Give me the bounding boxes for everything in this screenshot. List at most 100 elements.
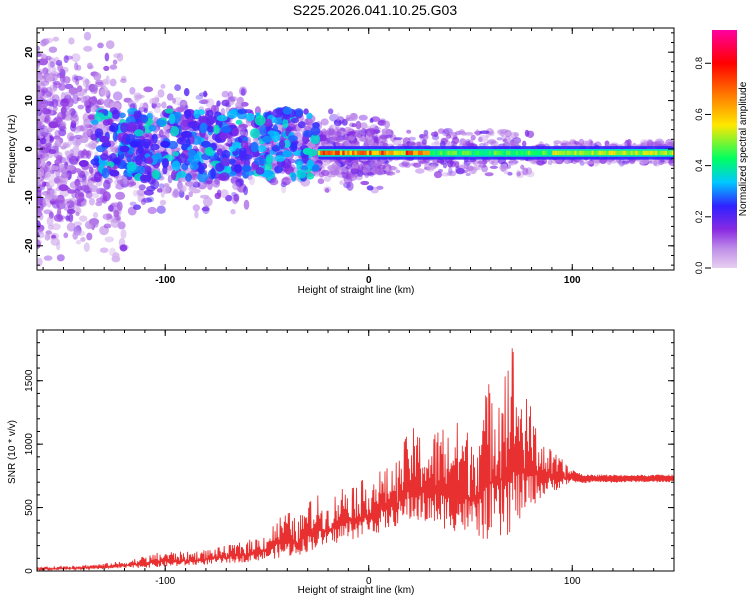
heatmap-speckle	[243, 186, 249, 196]
heatmap-speckle	[413, 162, 422, 168]
heatmap-speckle	[146, 196, 155, 203]
heatmap-blob	[228, 171, 237, 177]
heatmap-speckle	[64, 150, 71, 156]
heatmap-speckle	[69, 148, 74, 157]
heatmap-speckle	[88, 197, 95, 206]
heatmap-speckle	[37, 91, 41, 100]
heatmap-speckle	[71, 53, 81, 63]
heatmap-ridge-segment	[669, 150, 672, 156]
heatmap-speckle	[200, 194, 210, 199]
heatmap-speckle	[67, 139, 73, 146]
heatmap-ridge-segment	[662, 150, 665, 156]
heatmap-speckle	[104, 52, 110, 62]
heatmap-speckle	[72, 138, 78, 146]
heatmap-ridge-segment	[537, 150, 540, 156]
heatmap-speckle	[82, 148, 87, 156]
heatmap-ridge-segment	[562, 150, 565, 156]
heatmap-ridge-segment	[598, 150, 602, 156]
heatmap-ridge-segment	[503, 150, 506, 156]
heatmap-ridge-segment	[567, 150, 570, 156]
heatmap-blob	[206, 116, 217, 124]
heatmap-blob	[171, 160, 181, 172]
heatmap-speckle	[340, 166, 345, 172]
heatmap-speckle	[221, 90, 229, 98]
heatmap-ridge-segment	[327, 150, 330, 156]
heatmap-ridge-segment	[466, 150, 470, 156]
heatmap-speckle	[83, 31, 92, 41]
heatmap-speckle	[157, 89, 165, 98]
heatmap-ridge-segment	[496, 150, 499, 156]
heatmap-ridge-segment	[427, 150, 431, 156]
heatmap-ridge-segment	[586, 150, 589, 156]
heatmap-cell	[262, 135, 272, 143]
heatmap-speckle	[508, 161, 514, 166]
colorbar-tick-label: 0.8	[694, 57, 704, 70]
heatmap-blob	[262, 161, 273, 172]
heatmap-speckle	[589, 140, 594, 148]
heatmap-speckle	[247, 175, 253, 180]
heatmap-blob	[245, 170, 255, 176]
snr-x-label: Height of straight line (km)	[298, 585, 415, 596]
heatmap-speckle	[77, 104, 85, 110]
heatmap-speckle	[80, 237, 86, 242]
heatmap-speckle	[37, 175, 42, 182]
heatmap-ridge-segment	[610, 150, 614, 156]
heatmap-speckle	[83, 242, 90, 252]
heatmap-speckle	[390, 166, 398, 171]
heatmap-ridge-segment	[608, 150, 611, 156]
heatmap-ridge-segment	[545, 150, 548, 156]
heatmap-speckle	[93, 73, 102, 81]
heatmap-speckle	[62, 143, 71, 148]
heatmap-ridge-segment	[383, 150, 387, 156]
snr-y-tick-label: 1500	[24, 369, 35, 392]
heatmap-blob	[291, 172, 297, 182]
heatmap-ridge-segment	[620, 150, 624, 156]
heatmap-ridge-segment	[449, 150, 453, 156]
heatmap-speckle	[113, 53, 121, 59]
heatmap-speckle	[58, 163, 68, 174]
heatmap-ridge-segment	[535, 150, 538, 156]
heatmap-speckle	[99, 188, 108, 195]
heatmap-speckle	[127, 177, 134, 188]
heatmap-ridge-segment	[403, 150, 406, 156]
heatmap-ridge-segment	[520, 150, 523, 156]
heatmap-speckle	[500, 131, 505, 137]
heatmap-speckle	[76, 181, 82, 190]
heatmap-blob	[110, 122, 119, 133]
heatmap-speckle	[490, 140, 499, 148]
heatmap-speckle	[71, 190, 77, 199]
snr-y-tick-label: 0	[24, 568, 35, 574]
heatmap-blob	[95, 145, 106, 153]
heatmap-ridge-segment	[339, 150, 343, 156]
heatmap-speckle	[455, 165, 461, 174]
heatmap-speckle	[378, 118, 387, 123]
heatmap-speckle	[37, 45, 41, 52]
heatmap-blob	[310, 133, 321, 145]
heatmap-blob	[94, 171, 102, 183]
heatmap-ridge-segment	[635, 150, 638, 156]
heatmap-blob	[288, 135, 298, 142]
heatmap-blob	[299, 165, 309, 171]
heatmap-speckle	[48, 46, 58, 53]
heatmap-speckle	[475, 128, 480, 137]
heatmap-speckle	[235, 178, 244, 187]
heatmap-blob	[228, 145, 237, 152]
heatmap-speckle	[442, 129, 450, 137]
heatmap-speckle	[504, 135, 512, 144]
heatmap-speckle	[618, 158, 625, 167]
heatmap-speckle	[513, 132, 520, 137]
heatmap-speckle	[120, 78, 127, 83]
heatmap-speckle	[72, 145, 80, 154]
heatmap-speckle	[508, 160, 513, 164]
heatmap-speckle	[522, 140, 527, 148]
heatmap-speckle	[75, 205, 80, 214]
heatmap-speckle	[42, 129, 52, 136]
heatmap-speckle	[382, 142, 389, 147]
heatmap-speckle	[52, 36, 60, 42]
heatmap-blob	[297, 121, 306, 129]
heatmap-speckle	[43, 128, 48, 137]
heatmap-ridge-segment	[374, 150, 377, 156]
heatmap-ridge-segment	[615, 150, 619, 156]
